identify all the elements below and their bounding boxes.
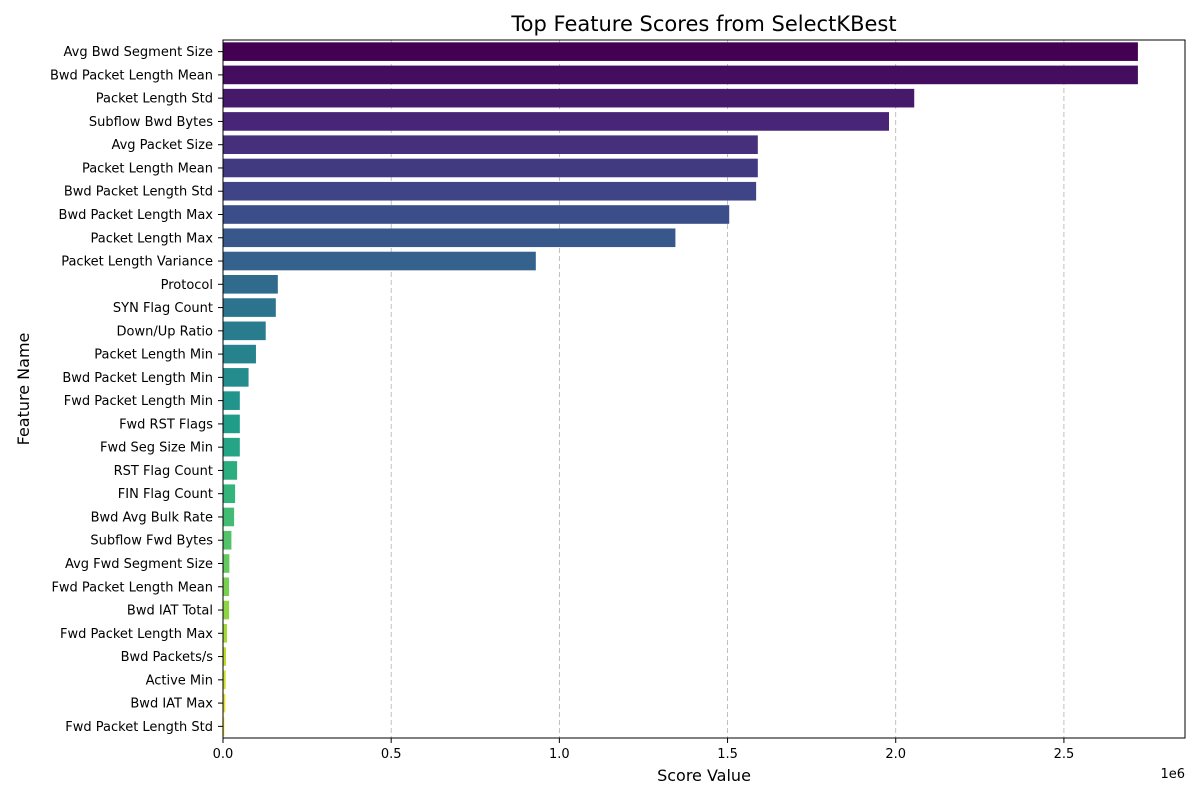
bar — [223, 530, 232, 550]
y-tick-label: Fwd Packet Length Std — [65, 720, 213, 735]
x-tick-label: 1.5 — [717, 747, 738, 762]
x-tick-label: 1.0 — [549, 747, 570, 762]
y-tick-label: Bwd IAT Max — [130, 697, 213, 712]
bar — [223, 414, 240, 434]
bar — [223, 181, 757, 201]
x-axis-ticks: 0.0 0.5 1.0 1.5 2.0 2.5 — [213, 738, 1075, 762]
y-tick-label: Subflow Fwd Bytes — [90, 534, 213, 549]
bar — [223, 112, 889, 131]
x-tick-label: 0.0 — [213, 747, 234, 762]
bar — [223, 251, 536, 271]
bar — [223, 321, 266, 341]
y-tick-label: Packet Length Min — [94, 348, 213, 363]
y-tick-label: Bwd Packet Length Min — [62, 371, 213, 386]
y-tick-label: Down/Up Ratio — [117, 324, 214, 339]
bar — [223, 368, 249, 387]
y-axis-ticks: Avg Bwd Segment Size Bwd Packet Length Me… — [50, 45, 223, 735]
y-tick-label: Bwd Packets/s — [121, 650, 214, 665]
x-tick-label: 0.5 — [381, 747, 402, 762]
bar — [223, 391, 240, 410]
bar — [223, 717, 225, 736]
bar — [223, 344, 256, 364]
y-axis-label: Feature Name — [14, 333, 33, 446]
plot-frame — [222, 39, 1186, 739]
y-tick-label: Fwd RST Flags — [119, 417, 213, 432]
y-tick-label: Bwd Packet Length Max — [59, 208, 214, 223]
y-tick-label: Bwd Packet Length Mean — [50, 68, 213, 83]
grid-lines — [390, 40, 1065, 738]
bar — [223, 554, 230, 573]
bar — [223, 158, 758, 178]
x-axis-label: Score Value — [657, 766, 751, 785]
y-tick-label: Avg Packet Size — [111, 138, 213, 153]
y-tick-label: Packet Length Mean — [82, 161, 213, 176]
bar — [223, 670, 226, 690]
bar — [223, 274, 278, 294]
y-tick-label: Bwd Avg Bulk Rate — [91, 510, 213, 525]
y-tick-label: Fwd Packet Length Min — [64, 394, 213, 409]
y-tick-label: Packet Length Variance — [61, 255, 213, 270]
bar — [223, 600, 230, 620]
y-tick-label: Active Min — [146, 673, 213, 688]
y-tick-label: Packet Length Std — [96, 92, 213, 107]
y-tick-label: Subflow Bwd Bytes — [89, 115, 213, 130]
bar — [223, 42, 1138, 61]
bar — [223, 461, 238, 480]
bar — [223, 623, 228, 643]
y-tick-label: Bwd Packet Length Std — [64, 185, 213, 200]
y-tick-label: Packet Length Max — [90, 231, 213, 246]
bar — [223, 577, 230, 597]
bar — [223, 484, 236, 504]
bar — [223, 693, 226, 713]
bar — [223, 507, 235, 527]
y-tick-label: Protocol — [161, 278, 213, 293]
bars — [223, 42, 1138, 736]
y-tick-label: Bwd IAT Total — [127, 604, 213, 619]
y-tick-label: SYN Flag Count — [113, 301, 213, 316]
y-tick-label: Avg Bwd Segment Size — [64, 45, 213, 60]
chart-title: Top Feature Scores from SelectKBest — [510, 12, 896, 36]
x-tick-label: 2.5 — [1054, 747, 1075, 762]
y-tick-label: FIN Flag Count — [118, 487, 213, 502]
bar — [223, 135, 758, 155]
y-tick-label: Fwd Seg Size Min — [100, 441, 213, 456]
x-tick-label: 2.0 — [885, 747, 906, 762]
y-tick-label: Avg Fwd Segment Size — [65, 557, 213, 572]
x-scale-label: 1e6 — [1160, 767, 1185, 782]
y-tick-label: RST Flag Count — [114, 464, 213, 479]
bar — [223, 88, 915, 108]
bar — [223, 437, 240, 457]
bar — [223, 647, 227, 666]
y-tick-label: Fwd Packet Length Max — [60, 627, 213, 642]
y-tick-label: Fwd Packet Length Mean — [51, 580, 213, 595]
bar — [223, 298, 276, 317]
bar — [223, 65, 1138, 85]
bar — [223, 228, 676, 248]
bar — [223, 205, 730, 224]
